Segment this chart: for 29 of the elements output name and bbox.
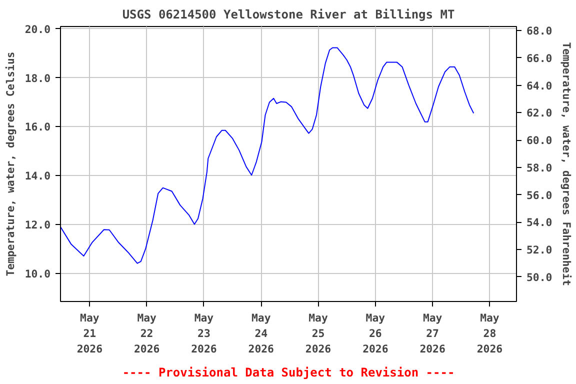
x-tick-label: May 27 2026 [420,312,446,356]
y-tick-label: 20.0 [24,22,51,36]
chart-title: USGS 06214500 Yellowstone River at Billings MT [122,8,455,22]
y2-axis-title: Temperature, water, degrees Fahrenheit [560,42,574,286]
y2-tick-label: 54.0 [526,216,552,230]
x-tick-label: May 24 2026 [248,312,274,356]
x-tick-label: May 22 2026 [134,312,160,356]
y-tick-label: 12.0 [24,218,51,232]
x-tick-label: May 26 2026 [362,312,388,356]
y2-tick-label: 58.0 [526,161,552,174]
x-tick-label: May 23 2026 [191,312,217,356]
line-series [60,47,474,264]
x-tick-label: May 21 2026 [76,312,103,356]
y-tick-label: 14.0 [24,170,51,183]
y-axis-title: Temperature, water, degrees Celsius [4,52,17,276]
y2-tick-label: 60.0 [526,134,552,148]
y-tick-label: 10.0 [24,267,51,280]
y2-tick-label: 56.0 [526,188,552,202]
y2-tick-label: 52.0 [526,244,552,257]
x-tick-label: May 25 2026 [305,312,332,356]
y2-tick-label: 64.0 [526,79,552,92]
y2-tick-label: 66.0 [526,52,552,65]
y2-tick-label: 62.0 [526,106,552,120]
y2-tick-label: 50.0 [526,270,552,284]
x-tick-label: May 28 2026 [476,312,503,356]
text: ---- Provisional Data Subject to Revision ---- [122,366,455,380]
y2-tick-label: 68.0 [526,24,552,38]
y-tick-label: 18.0 [24,72,51,85]
y-tick-label: 16.0 [24,120,51,134]
